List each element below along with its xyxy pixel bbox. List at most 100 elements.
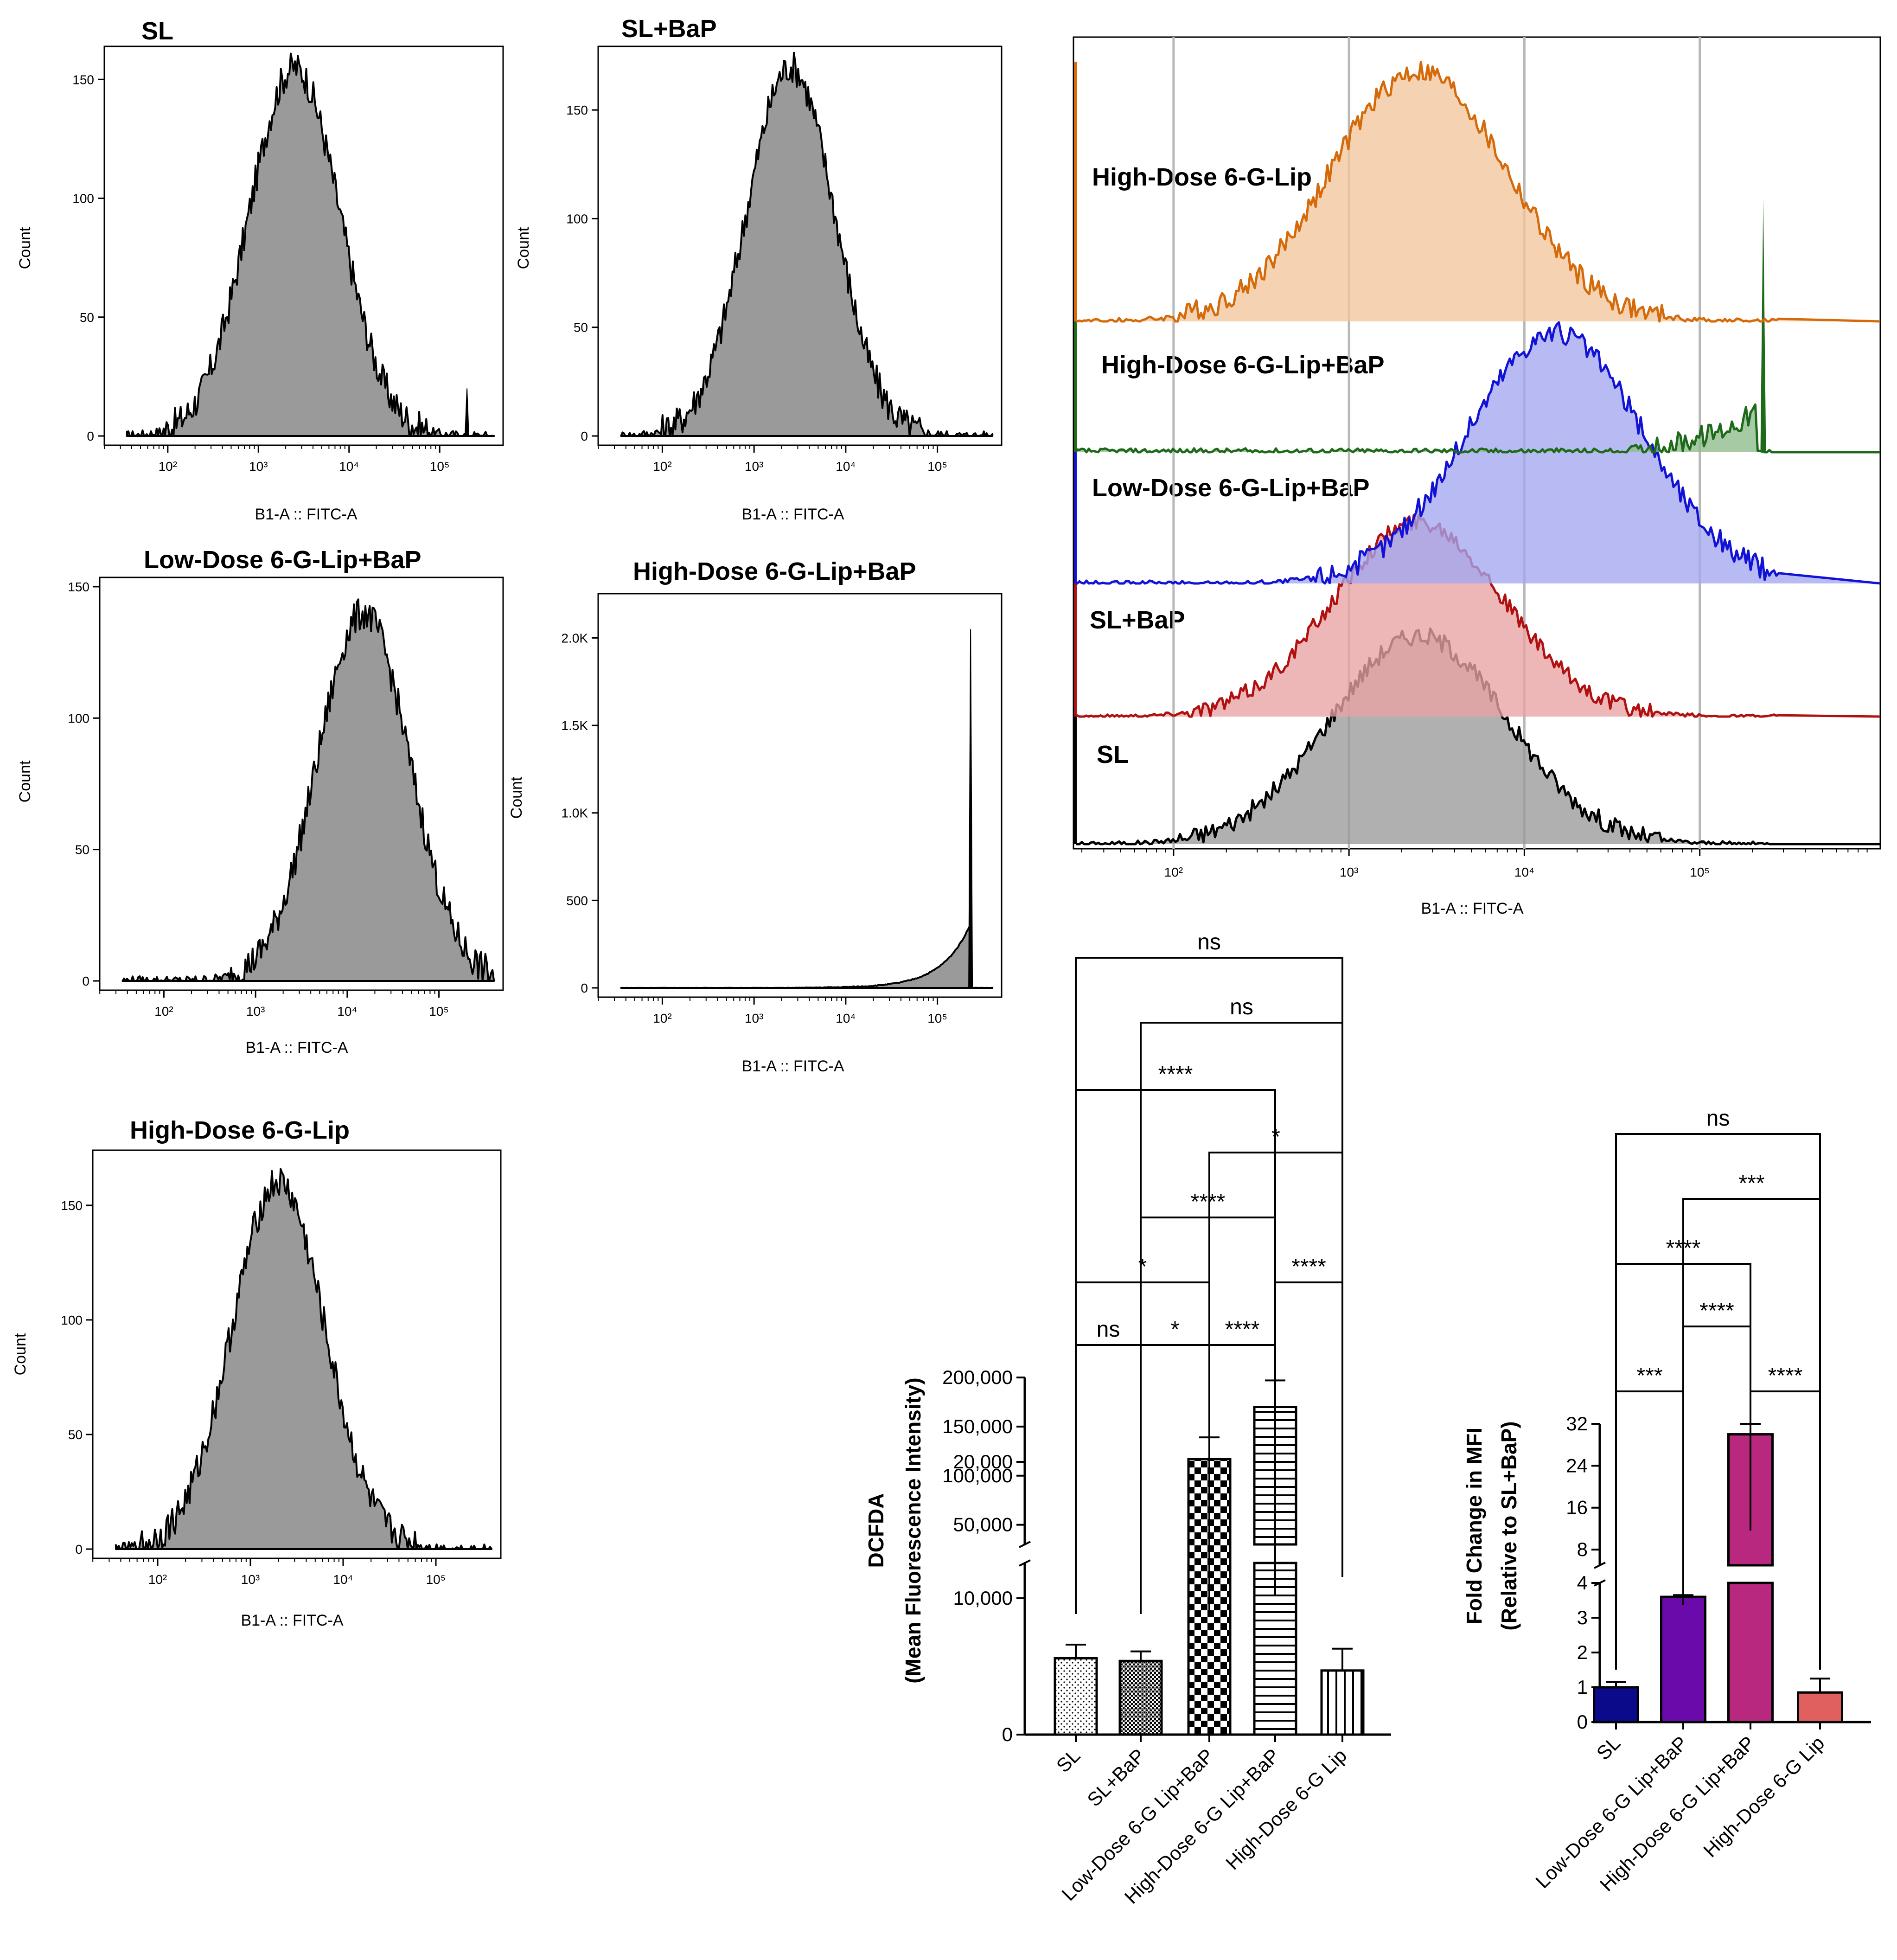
hist-xtick-label: 10⁴ bbox=[836, 459, 856, 474]
hist-ytick-label: 100 bbox=[61, 1313, 83, 1327]
hist-xtick-label: 10² bbox=[148, 1572, 167, 1587]
bar-ytick-label: 0 bbox=[1002, 1723, 1013, 1745]
hist-title-sl: SL bbox=[141, 17, 173, 45]
hist-ytick-label: 150 bbox=[72, 72, 94, 87]
hist-ylabel-sl-bap: Count bbox=[515, 227, 532, 269]
bar-ytick-label: 20,000 bbox=[953, 1451, 1013, 1473]
histogram-4: 10² 10³ 10⁴ 10⁵ 0 50 100 150 bbox=[61, 1149, 502, 1587]
hist-ytick-label: 0 bbox=[581, 981, 588, 995]
comparison-label: ns bbox=[1197, 930, 1221, 954]
bar-ytick-label: 3 bbox=[1577, 1607, 1588, 1628]
bar-ytick-label: 50,000 bbox=[953, 1514, 1013, 1536]
overlay-spike bbox=[1760, 197, 1766, 452]
hist-ytick-label: 100 bbox=[566, 211, 588, 226]
hist-xtick-label: 10³ bbox=[745, 1011, 763, 1025]
bar bbox=[1118, 1659, 1163, 1736]
hist-title-high-dose-bap: High-Dose 6-G-Lip+BaP bbox=[633, 557, 916, 585]
hist-spike bbox=[968, 629, 973, 988]
hist-area bbox=[620, 925, 994, 989]
histogram-0: 10² 10³ 10⁴ 10⁵ 0 50 100 150 bbox=[72, 45, 504, 474]
bar-ytick-label: 8 bbox=[1577, 1538, 1588, 1560]
hist-frame bbox=[597, 45, 1003, 446]
hist-area bbox=[121, 598, 495, 982]
hist-ytick-label: 1.5K bbox=[561, 718, 588, 733]
hist-xtick-label: 10² bbox=[154, 1004, 173, 1018]
hist-xtick-label: 10⁴ bbox=[337, 1004, 357, 1018]
overlay-xtick-label: 10⁴ bbox=[1514, 865, 1534, 879]
hist-ytick-label: 50 bbox=[80, 310, 94, 325]
bar2-ylabel-line1: Fold Change in MFI bbox=[1462, 1428, 1486, 1624]
comparison-label: **** bbox=[1158, 1062, 1193, 1087]
hist-ytick-label: 150 bbox=[566, 103, 588, 117]
hist-frame bbox=[597, 593, 1003, 998]
hist-ylabel-high-dose-bap: Count bbox=[508, 776, 525, 819]
overlay-area-3 bbox=[1076, 404, 1880, 452]
hist-ytick-label: 150 bbox=[61, 1198, 83, 1213]
overlay-label-sl-bap: SL+BaP bbox=[1090, 606, 1185, 634]
hist-ytick-label: 100 bbox=[68, 711, 89, 725]
overlay-area-2 bbox=[1076, 322, 1880, 583]
hist-xtick-label: 10³ bbox=[745, 459, 763, 474]
bar-axis-break-mark bbox=[1594, 1562, 1606, 1569]
hist-title-high-dose: High-Dose 6-G-Lip bbox=[130, 1116, 350, 1144]
bar-ytick-label: 1 bbox=[1577, 1676, 1588, 1698]
hist-ytick-label: 50 bbox=[75, 843, 89, 857]
bar-ytick-label: 32 bbox=[1566, 1413, 1588, 1435]
comparison-bracket bbox=[1075, 957, 1343, 1577]
bar2-ylabel-line2: (Relative to SL+BaP) bbox=[1497, 1421, 1521, 1630]
overlay-xtick-label: 10² bbox=[1164, 865, 1183, 879]
hist-frame bbox=[92, 1149, 502, 1559]
comparison-bracket bbox=[1615, 1133, 1821, 1670]
hist-xtick-label: 10³ bbox=[246, 1004, 265, 1018]
hist-xtick-label: 10⁵ bbox=[426, 1572, 446, 1587]
hist-ylabel-sl: Count bbox=[16, 227, 34, 269]
hist-ytick-label: 2.0K bbox=[561, 631, 588, 645]
hist-ytick-label: 1.0K bbox=[561, 806, 588, 820]
hist-xtick-label: 10⁵ bbox=[429, 1004, 449, 1018]
comparison-label: *** bbox=[1636, 1364, 1662, 1388]
hist-xlabel-low-dose-bap: B1-A :: FITC-A bbox=[245, 1039, 348, 1057]
hist-ytick-label: 0 bbox=[82, 974, 89, 988]
hist-xtick-label: 10⁵ bbox=[927, 1011, 947, 1025]
bar bbox=[1593, 1686, 1639, 1723]
bar-ytick-label: 16 bbox=[1566, 1497, 1588, 1518]
hist-spike bbox=[464, 388, 470, 436]
bar-break-gap bbox=[1725, 1567, 1776, 1582]
hist-xtick-label: 10³ bbox=[241, 1572, 260, 1587]
histogram-1: 10² 10³ 10⁴ 10⁵ 0 50 100 150 bbox=[566, 45, 1003, 474]
bar-ytick-label: 10,000 bbox=[953, 1587, 1013, 1609]
bar1-ylabel-line1: DCFDA bbox=[864, 1493, 888, 1568]
comparison-label: **** bbox=[1699, 1299, 1734, 1323]
comparison-label: ns bbox=[1706, 1106, 1730, 1131]
overlay-label-high-dose: High-Dose 6-G-Lip bbox=[1092, 163, 1312, 191]
hist-area bbox=[620, 51, 994, 437]
hist-frame bbox=[103, 45, 504, 446]
overlay-xtick-label: 10³ bbox=[1340, 865, 1358, 879]
hist-xtick-label: 10² bbox=[653, 1011, 671, 1025]
hist-title-sl-bap: SL+BaP bbox=[621, 15, 717, 43]
overlay-plot: 10² 10³ 10⁴ 10⁵ bbox=[1073, 36, 1881, 879]
bar bbox=[1320, 1669, 1365, 1736]
bar-ytick-label: 24 bbox=[1566, 1454, 1588, 1476]
bar-ytick-label: 100,000 bbox=[942, 1465, 1013, 1486]
bar bbox=[1660, 1595, 1706, 1723]
comparison-label: **** bbox=[1768, 1364, 1803, 1388]
bar-axis-break-mark bbox=[1019, 1541, 1031, 1548]
comparison-label: *** bbox=[1738, 1171, 1764, 1196]
bar-ytick-label: 2 bbox=[1577, 1641, 1588, 1663]
comparison-label: * bbox=[1171, 1317, 1180, 1342]
bar-ytick-label: 200,000 bbox=[942, 1366, 1013, 1388]
bar bbox=[1054, 1657, 1098, 1736]
hist-xtick-label: 10⁵ bbox=[430, 459, 450, 474]
bar-axis-break-mark bbox=[1019, 1559, 1031, 1567]
hist-ytick-label: 150 bbox=[68, 580, 89, 594]
hist-xtick-label: 10² bbox=[159, 459, 177, 474]
hist-title-low-dose-bap: Low-Dose 6-G-Lip+BaP bbox=[144, 546, 422, 574]
overlay-label-sl: SL bbox=[1097, 741, 1129, 769]
hist-area bbox=[126, 52, 495, 437]
bar-ytick-label: 4 bbox=[1577, 1572, 1588, 1594]
hist-xtick-label: 10⁴ bbox=[333, 1572, 353, 1587]
comparison-label: * bbox=[1138, 1255, 1147, 1279]
